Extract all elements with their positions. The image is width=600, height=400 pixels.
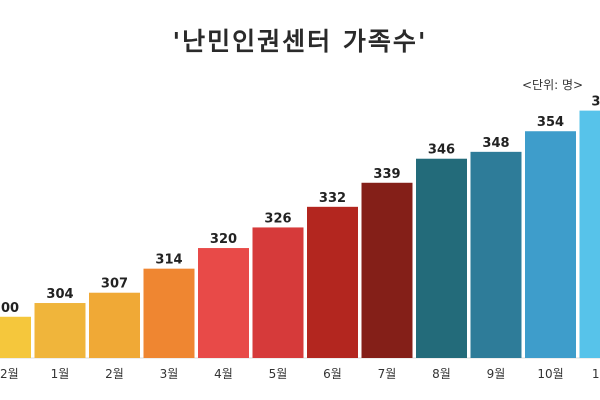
bar-4월 [198,248,249,358]
value-label: 332 [319,191,346,206]
x-tick-label: 7월 [378,367,397,381]
x-tick-label: 9월 [487,367,506,381]
bar-1월 [34,303,86,358]
x-tick-label: 4월 [214,367,233,381]
x-tick-label: 12월 [0,367,19,381]
value-label: 346 [428,143,455,158]
x-tick-label: 3월 [160,367,179,381]
bar-10월 [525,131,576,358]
bar-9월 [470,151,522,358]
bar-11월 [579,110,600,358]
x-tick-label: 5월 [269,367,288,381]
x-tick-label: 10월 [537,367,563,381]
bar-8월 [416,158,467,358]
bar-3월 [143,268,195,358]
value-label: 307 [101,277,128,292]
bar-5월 [252,227,304,358]
x-tick-label: 1월 [51,367,70,381]
bar-7월 [361,182,413,358]
value-label: 354 [537,115,564,130]
value-label: 326 [264,211,291,226]
x-tick-label: 8월 [432,367,451,381]
unit-label: <단위: 명> [522,78,584,92]
value-label: 314 [155,253,182,268]
value-label: 320 [210,232,237,247]
x-tick-label: 2월 [105,367,124,381]
bar-12월 [0,316,31,358]
bar-6월 [307,206,358,358]
bar-2월 [89,292,140,358]
value-label: 304 [46,287,73,302]
x-tick-label: 6월 [323,367,342,381]
x-tick-label: 11월 [592,367,600,381]
chart-title: '난민인권센터 가족수' [172,27,428,56]
value-label: 348 [482,136,509,151]
value-label: 339 [373,167,400,182]
value-label: 360 [591,95,600,110]
value-label: 300 [0,301,19,316]
